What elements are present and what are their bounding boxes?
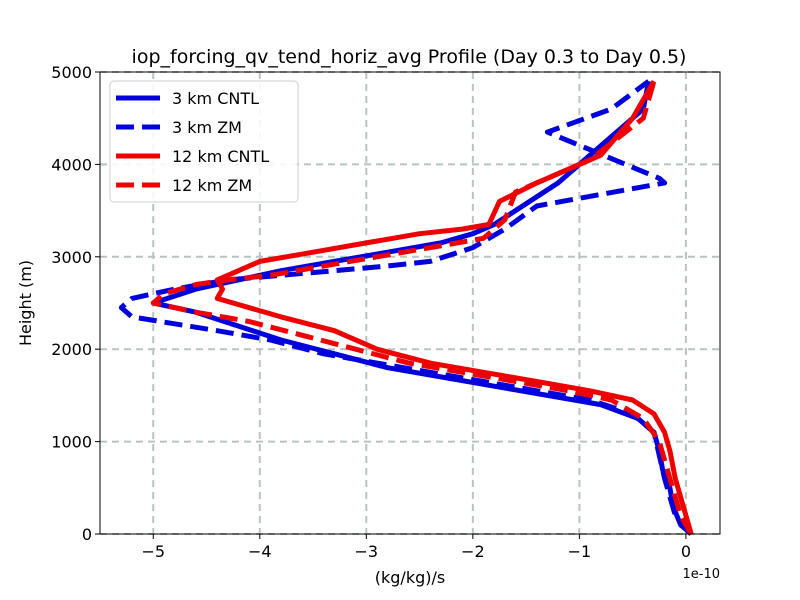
y-tick-label: 2000	[51, 340, 92, 359]
legend: 3 km CNTL 3 km ZM 12 km CNTL 12 km ZM	[109, 80, 299, 203]
y-tick-label: 1000	[51, 433, 92, 452]
x-tick-label: 0	[681, 542, 691, 561]
x-tick-label: −5	[141, 542, 165, 561]
y-tick-label: 4000	[51, 155, 92, 174]
y-axis-label: Height (m)	[16, 260, 35, 346]
x-axis-label: (kg/kg)/s	[375, 568, 445, 587]
y-tick-label: 3000	[51, 248, 92, 267]
y-tick-label: 5000	[51, 63, 92, 82]
legend-label: 3 km CNTL	[172, 89, 259, 108]
x-tick-label: −2	[461, 542, 485, 561]
plot-frame	[99, 71, 721, 535]
legend-label: 3 km ZM	[172, 118, 242, 137]
axis-ticks: −5 −4 −3 −2 −1 0 0 1000 2000 3000 4000 5000	[51, 63, 691, 561]
y-tick-label: 0	[82, 525, 92, 544]
legend-box	[109, 80, 299, 203]
x-offset-label: 1e-10	[682, 567, 720, 582]
series-group	[118, 79, 694, 536]
x-tick-label: −1	[568, 542, 592, 561]
x-tick-label: −3	[355, 542, 379, 561]
series-line-12-km-zm	[150, 80, 694, 536]
chart-title: iop_forcing_qv_tend_horiz_avg Profile (D…	[132, 46, 687, 68]
series-line-12-km-cntl	[214, 79, 694, 535]
series-line-3-km-zm	[118, 79, 694, 536]
legend-label: 12 km CNTL	[172, 147, 269, 166]
legend-label: 12 km ZM	[172, 176, 252, 195]
x-tick-label: −4	[248, 542, 272, 561]
